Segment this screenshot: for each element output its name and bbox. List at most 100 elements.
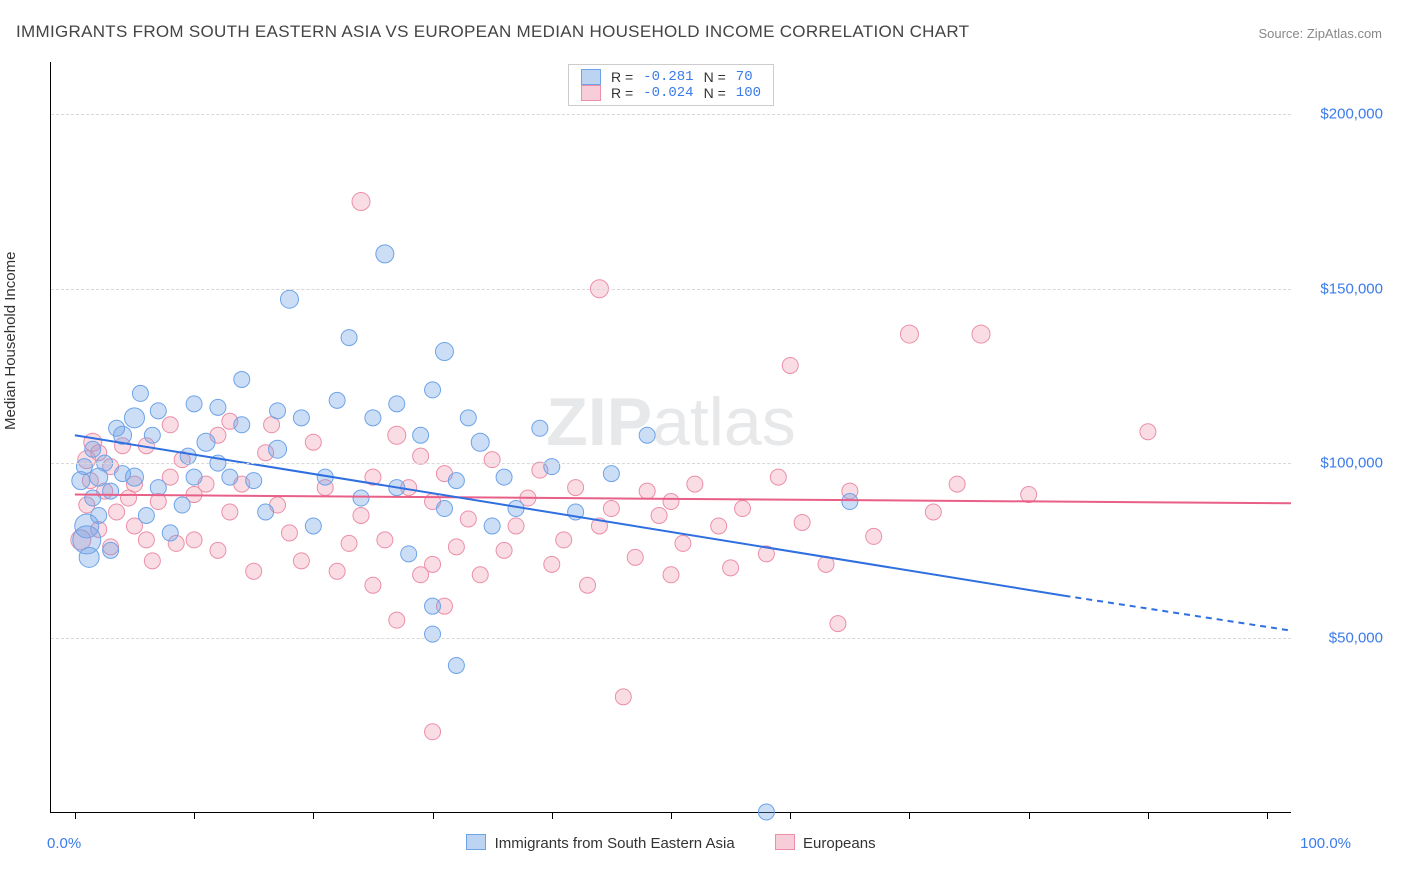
data-point [124,408,144,428]
data-point [341,535,357,551]
data-point [162,525,178,541]
data-point [949,476,965,492]
data-point [389,612,405,628]
data-point [436,501,452,517]
data-point [85,441,101,457]
data-point [425,598,441,614]
data-point [472,567,488,583]
data-point [103,542,119,558]
data-point [365,577,381,593]
legend-swatch-blue-icon [466,834,486,850]
data-point [568,480,584,496]
x-tick [75,812,76,819]
data-point [723,560,739,576]
legend-swatch-pink [581,85,601,101]
data-point [866,528,882,544]
legend-swatch-pink-icon [775,834,795,850]
data-point [770,469,786,485]
data-point [413,427,429,443]
data-point [448,473,464,489]
data-point [269,440,287,458]
data-point [639,427,655,443]
data-point [532,420,548,436]
data-point [270,403,286,419]
legend-swatch-blue [581,69,601,85]
data-point [222,469,238,485]
x-tick [671,812,672,819]
data-point [711,518,727,534]
data-point [972,325,990,343]
data-point [132,385,148,401]
data-point [138,507,154,523]
x-tick [790,812,791,819]
legend-bottom: Immigrants from South Eastern Asia Europ… [51,834,1291,852]
r-value-blue: -0.281 [643,69,693,85]
gridline [51,289,1291,290]
data-point [663,567,679,583]
data-point [103,483,119,499]
n-value-pink: 100 [736,85,761,101]
data-point [580,577,596,593]
scatter-svg [51,62,1291,812]
data-point [186,396,202,412]
data-point [735,501,751,517]
data-point [544,459,560,475]
n-value-blue: 70 [736,69,753,85]
data-point [1021,487,1037,503]
data-point [210,542,226,558]
y-tick-label: $200,000 [1303,106,1383,123]
data-point [460,511,476,527]
data-point [353,507,369,523]
data-point [782,357,798,373]
y-tick-label: $100,000 [1303,455,1383,472]
legend-item-series-0: Immigrants from South Eastern Asia [466,835,738,852]
data-point [197,433,215,451]
data-point [663,494,679,510]
legend-label-series-1: Europeans [803,835,876,852]
data-point [246,563,262,579]
data-point [305,434,321,450]
data-point [687,476,703,492]
regression-line [1064,596,1291,631]
data-point [484,518,500,534]
data-point [186,532,202,548]
data-point [305,518,321,534]
y-tick-label: $50,000 [1303,629,1383,646]
chart-title: IMMIGRANTS FROM SOUTH EASTERN ASIA VS EU… [16,22,969,42]
legend-row-series-0: R = -0.281 N = 70 [581,69,761,85]
data-point [293,553,309,569]
data-point [508,518,524,534]
data-point [329,392,345,408]
data-point [413,448,429,464]
x-tick [1029,812,1030,819]
x-tick [1267,812,1268,819]
data-point [794,514,810,530]
data-point [675,535,691,551]
data-point [830,616,846,632]
x-tick [194,812,195,819]
data-point [280,290,298,308]
y-axis-label: Median Household Income [2,252,19,430]
data-point [150,403,166,419]
data-point [603,501,619,517]
data-point [293,410,309,426]
data-point [91,507,107,523]
data-point [377,532,393,548]
data-point [460,410,476,426]
data-point [651,507,667,523]
data-point [388,426,406,444]
data-point [246,473,262,489]
source-attribution: Source: ZipAtlas.com [1258,26,1382,41]
data-point [76,459,92,475]
data-point [556,532,572,548]
r-value-pink: -0.024 [643,85,693,101]
data-point [484,452,500,468]
data-point [401,546,417,562]
data-point [144,427,160,443]
data-point [150,480,166,496]
n-label: N = [704,85,726,101]
gridline [51,114,1291,115]
data-point [174,497,190,513]
data-point [281,525,297,541]
data-point [758,804,774,820]
